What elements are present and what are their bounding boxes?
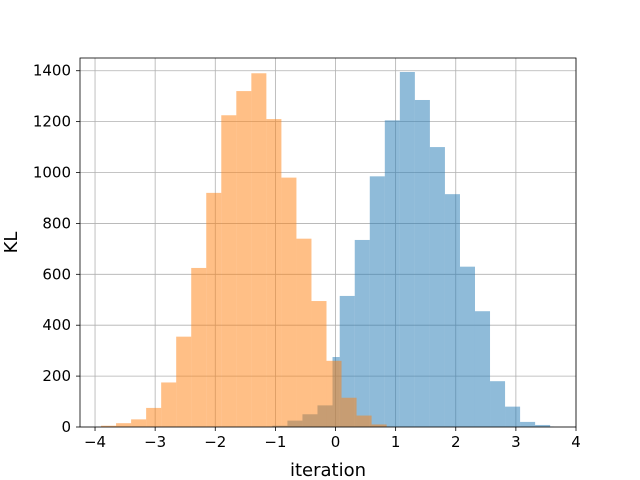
histogram-bar	[354, 239, 370, 427]
histogram-bar	[146, 407, 162, 427]
histogram-bar	[101, 425, 117, 427]
histogram-bar	[176, 336, 192, 427]
histogram-bar	[384, 120, 400, 428]
x-tick-label: 4	[571, 433, 581, 451]
y-tick-label: 200	[42, 367, 71, 385]
y-tick-label: 0	[61, 418, 71, 436]
x-tick-label: −1	[264, 433, 286, 451]
y-axis-label: KL	[1, 232, 22, 254]
histogram-bar	[221, 115, 237, 428]
histogram-bar	[281, 177, 297, 427]
x-tick-label: 2	[451, 433, 461, 451]
histogram-bar	[369, 176, 385, 427]
histogram-bar	[326, 360, 342, 427]
histogram-bar	[116, 423, 132, 427]
histogram-bar	[311, 301, 327, 427]
histogram-bars	[101, 71, 554, 428]
axis-ticks: −4 −3 −2 −1 0 1 2 3 4 0 200 400 600 800 1000 1200 1400	[33, 62, 581, 451]
histogram-bar	[236, 91, 252, 427]
histogram-bar	[371, 424, 387, 427]
histogram-bar	[414, 99, 430, 427]
histogram-bar	[341, 397, 357, 427]
histogram-bar	[520, 421, 536, 427]
histogram-bar	[266, 119, 282, 427]
x-tick-label: 0	[331, 433, 341, 451]
y-tick-label: 1000	[33, 164, 71, 182]
x-tick-label: 1	[391, 433, 401, 451]
x-tick-label: 3	[511, 433, 521, 451]
histogram-bar	[296, 238, 312, 427]
x-tick-label: −2	[204, 433, 226, 451]
x-tick-label: −4	[84, 433, 106, 451]
plot-frame	[79, 57, 577, 428]
histogram-bar	[161, 382, 177, 427]
y-tick-label: 600	[42, 265, 71, 283]
y-tick-label: 400	[42, 316, 71, 334]
x-axis-label: iteration	[290, 460, 366, 480]
histogram-bar	[459, 266, 475, 427]
y-tick-label: 800	[42, 214, 71, 232]
histogram-bar	[490, 381, 506, 427]
y-tick-label: 1200	[33, 113, 71, 131]
histogram-bar	[444, 194, 460, 427]
histogram-bar	[399, 71, 415, 427]
histogram-bar	[505, 406, 521, 427]
y-tick-label: 1400	[33, 62, 71, 80]
histogram-bar	[429, 147, 445, 427]
histogram-bar	[474, 311, 491, 427]
histogram-bar	[206, 192, 222, 427]
histogram-bar	[356, 415, 372, 427]
histogram-bar	[535, 424, 551, 427]
histogram-bar	[191, 267, 207, 427]
x-tick-label: −3	[144, 433, 166, 451]
histogram-bar	[339, 295, 355, 427]
histogram-bar	[251, 73, 267, 427]
histogram-bar	[131, 419, 147, 427]
